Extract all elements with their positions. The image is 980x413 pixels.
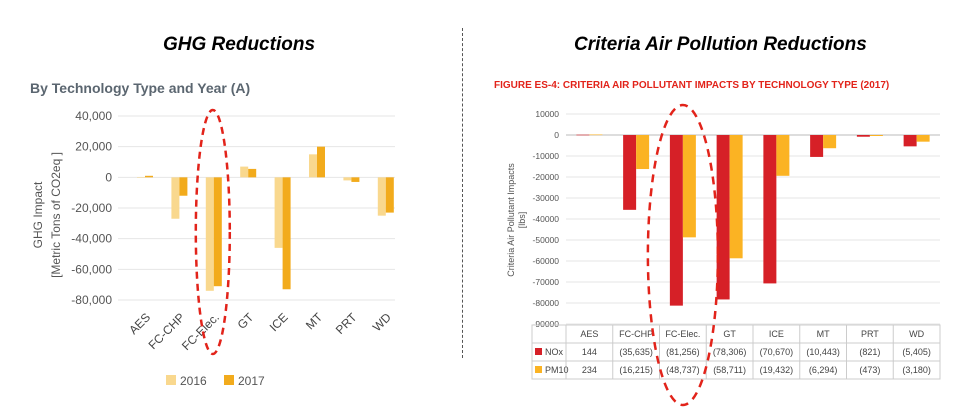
criteria-bar-NOx-GT	[716, 135, 730, 300]
ghg-legend-swatch-2017	[224, 375, 234, 385]
ghg-bar-2017-MT	[317, 146, 325, 178]
criteria-bar-NOx-WD	[903, 135, 917, 147]
criteria-bar-PM10-GT	[729, 135, 743, 259]
ghg-y-tick: 40,000	[75, 109, 112, 123]
criteria-bar-NOx-FC-CHP	[623, 135, 637, 210]
ghg-bar-2017-GT	[248, 168, 257, 178]
criteria-legend-swatch-PM10	[535, 366, 542, 373]
criteria-data-label: (16,215)	[619, 365, 653, 375]
ghg-bar-2017-ICE	[282, 177, 291, 290]
criteria-y-tick: -60000	[533, 256, 560, 266]
ghg-bar-2016-WD	[377, 177, 386, 216]
criteria-x-tick: MT	[817, 329, 830, 339]
criteria-legend-swatch-NOx	[535, 348, 542, 355]
criteria-x-tick: GT	[723, 329, 736, 339]
ghg-chart: By Technology Type and Year (A) 40,000 20,…	[30, 80, 395, 388]
criteria-y-tick: -30000	[533, 193, 560, 203]
ghg-bar-2016-MT	[309, 154, 317, 178]
criteria-x-tick: ICE	[769, 329, 784, 339]
criteria-data-label: (3,180)	[902, 365, 931, 375]
criteria-data-label: 144	[582, 347, 597, 357]
criteria-data-label: (35,635)	[619, 347, 653, 357]
ghg-y-tick: -60,000	[71, 262, 112, 276]
criteria-table-border	[531, 324, 941, 380]
criteria-bar-NOx-AES	[576, 134, 590, 136]
criteria-x-tick: FC-Elec.	[665, 329, 700, 339]
criteria-bar-PM10-PRT	[869, 135, 883, 136]
ghg-bar-2017-PRT	[351, 177, 360, 182]
criteria-data-label: (78,306)	[713, 347, 747, 357]
criteria-legend-label: NOx	[545, 347, 564, 357]
ghg-bar-2017-FC-CHP	[179, 177, 188, 196]
criteria-y-tick: -70000	[533, 277, 560, 287]
criteria-y-tick: -20000	[533, 172, 560, 182]
criteria-x-tick: AES	[580, 329, 598, 339]
criteria-bar-NOx-FC-Elec.	[669, 135, 683, 306]
ghg-highlight-ellipse	[194, 108, 232, 356]
criteria-data-label: (473)	[859, 365, 880, 375]
criteria-data-label: (5,405)	[902, 347, 931, 357]
ghg-y-tick: -20,000	[71, 201, 112, 215]
criteria-y-tick: -40000	[533, 214, 560, 224]
ghg-heading: GHG Reductions	[163, 34, 316, 55]
criteria-y-tick: -50000	[533, 235, 560, 245]
criteria-data-label: (70,670)	[760, 347, 794, 357]
criteria-bar-NOx-PRT	[856, 135, 870, 137]
criteria-data-label: (48,737)	[666, 365, 700, 375]
criteria-bar-PM10-ICE	[776, 135, 790, 176]
ghg-bar-2016-FC-Elec.	[205, 177, 214, 291]
criteria-y-tick: -10000	[533, 151, 560, 161]
criteria-heading: Criteria Air Pollution Reductions	[574, 34, 867, 55]
criteria-legend-label: PM10	[545, 365, 569, 375]
criteria-data-label: 234	[582, 365, 597, 375]
ghg-y-axis-label-unit: [Metric Tons of CO2eq ]	[49, 152, 63, 278]
ghg-chart-title: By Technology Type and Year (A)	[30, 80, 250, 96]
criteria-chart-title: FIGURE ES-4: CRITERIA AIR POLLUTANT IMPA…	[494, 80, 889, 91]
criteria-data-label: (10,443)	[806, 347, 840, 357]
criteria-y-tick: 10000	[535, 109, 559, 119]
criteria-y-tick: -90000	[533, 319, 560, 329]
criteria-y-tick: -80000	[533, 298, 560, 308]
criteria-bar-NOx-MT	[810, 135, 824, 157]
criteria-highlight-ellipse	[646, 103, 720, 407]
ghg-y-tick: 20,000	[75, 140, 112, 154]
criteria-x-tick: WD	[909, 329, 924, 339]
ghg-legend-label: 2016	[180, 374, 207, 388]
criteria-bar-PM10-MT	[823, 135, 837, 149]
criteria-bar-PM10-FC-Elec.	[682, 135, 696, 238]
criteria-bar-PM10-FC-CHP	[636, 135, 650, 170]
criteria-y-axis-label: Criteria Air Pollutant Impacts	[506, 163, 516, 277]
ghg-bar-2017-AES	[145, 175, 153, 178]
ghg-bar-2016-GT	[240, 166, 249, 178]
criteria-y-tick: 0	[554, 130, 559, 140]
ghg-legend-swatch-2016	[166, 375, 176, 385]
ghg-bar-2017-FC-Elec.	[213, 177, 222, 287]
ghg-bar-2016-PRT	[343, 177, 352, 181]
criteria-x-tick: FC-CHP	[619, 329, 653, 339]
criteria-bar-PM10-AES	[589, 134, 603, 136]
section-divider	[462, 28, 463, 358]
ghg-legend-label: 2017	[238, 374, 265, 388]
criteria-data-label: (821)	[859, 347, 880, 357]
ghg-bar-2016-FC-CHP	[171, 177, 180, 219]
ghg-bar-2017-WD	[385, 177, 394, 213]
ghg-y-axis-label: GHG Impact	[31, 181, 45, 248]
criteria-y-axis-label-unit: [lbs]	[517, 212, 527, 229]
criteria-data-label: (58,711)	[713, 365, 746, 375]
criteria-data-label: (19,432)	[760, 365, 794, 375]
ghg-bar-2016-ICE	[274, 177, 283, 248]
ghg-y-tick: -80,000	[71, 293, 112, 307]
criteria-data-label: (81,256)	[666, 347, 700, 357]
ghg-y-tick: 0	[105, 170, 112, 184]
criteria-data-label: (6,294)	[809, 365, 838, 375]
ghg-bar-2016-AES	[137, 177, 145, 178]
ghg-y-tick: -40,000	[71, 232, 112, 246]
criteria-bar-NOx-ICE	[763, 135, 777, 284]
criteria-bar-PM10-WD	[916, 135, 930, 142]
criteria-x-tick: PRT	[861, 329, 879, 339]
